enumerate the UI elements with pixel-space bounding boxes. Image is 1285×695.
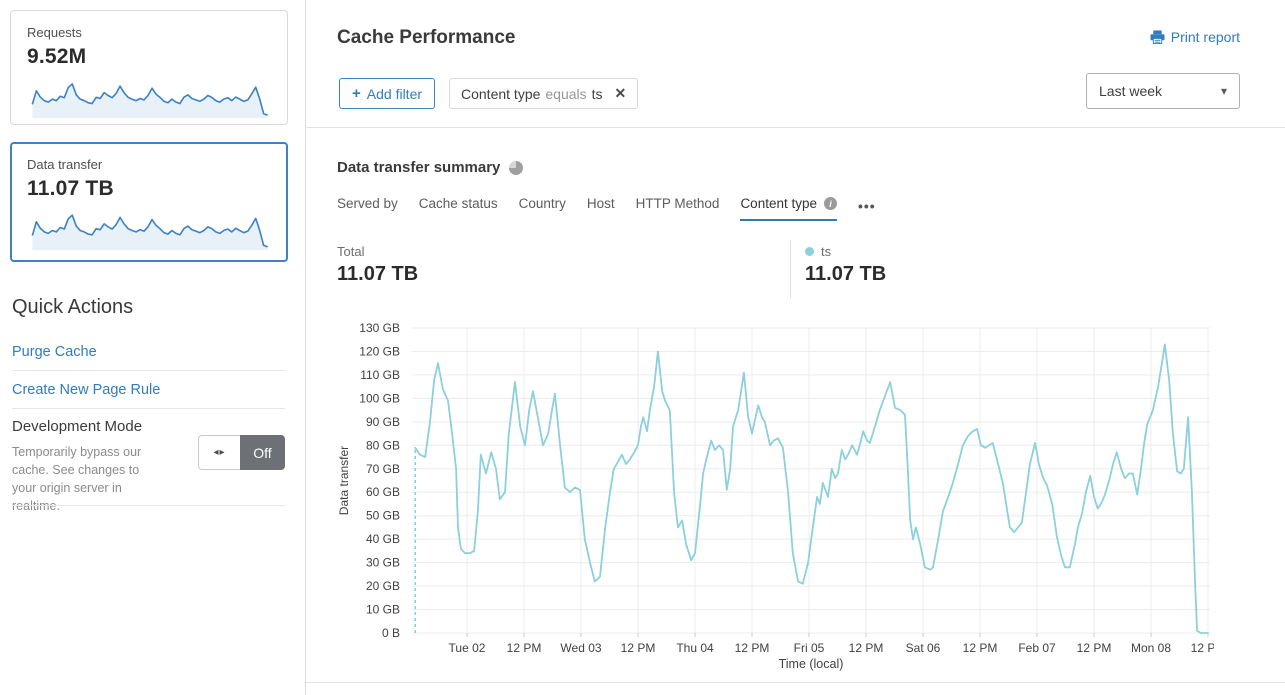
svg-text:70 GB: 70 GB	[366, 462, 400, 476]
divider	[12, 408, 285, 409]
svg-text:40 GB: 40 GB	[366, 532, 400, 546]
svg-text:110 GB: 110 GB	[360, 368, 400, 382]
data-transfer-line-chart[interactable]: 130 GB 120 GB 110 GB 100 GB 90 GB 80 GB 70 GB 6…	[322, 316, 1214, 672]
filter-value: ts	[591, 85, 603, 102]
svg-text:60 GB: 60 GB	[366, 485, 400, 499]
svg-text:Time (local): Time (local)	[779, 657, 844, 671]
tab-host[interactable]: Host	[586, 196, 615, 211]
requests-metric-card[interactable]: Requests 9.52M	[10, 10, 288, 125]
development-mode-title: Development Mode	[12, 418, 143, 435]
requests-sparkline-chart	[31, 83, 268, 119]
svg-text:12 PM: 12 PM	[735, 641, 770, 655]
create-page-rule-link[interactable]: Create New Page Rule	[12, 382, 161, 398]
svg-text:Fri 05: Fri 05	[794, 641, 825, 655]
quick-actions-heading: Quick Actions	[12, 296, 134, 318]
divider	[306, 682, 1285, 683]
toggle-arrows-icon[interactable]: ◂▸	[198, 435, 240, 470]
divider	[12, 505, 285, 506]
printer-icon	[1150, 30, 1165, 44]
data-transfer-label: Data transfer	[27, 157, 103, 172]
svg-text:0 B: 0 B	[382, 626, 400, 640]
analytics-sidebar: Requests 9.52M Data transfer 11.07 TB Qu…	[0, 0, 306, 695]
section-heading: Data transfer summary	[337, 159, 524, 176]
filter-chip-content-type[interactable]: Content type equals ts ✕	[449, 78, 639, 109]
main-content: Cache Performance Print report + Add fil…	[306, 0, 1285, 695]
svg-text:Data transfer: Data transfer	[337, 446, 351, 515]
data-transfer-value: 11.07 TB	[27, 177, 114, 200]
svg-text:Sat 06: Sat 06	[906, 641, 941, 655]
svg-text:90 GB: 90 GB	[366, 415, 400, 429]
svg-text:12 PM: 12 PM	[1077, 641, 1112, 655]
svg-text:Tue 02: Tue 02	[449, 641, 486, 655]
tab-content-type[interactable]: Content type i	[740, 196, 837, 221]
svg-text:Feb 07: Feb 07	[1018, 641, 1056, 655]
divider	[790, 240, 791, 298]
tab-content-type-label: Content type	[740, 196, 817, 211]
svg-text:12 PM: 12 PM	[621, 641, 656, 655]
add-filter-button[interactable]: + Add filter	[339, 78, 436, 109]
add-filter-label: Add filter	[366, 85, 423, 102]
svg-text:100 GB: 100 GB	[359, 391, 400, 405]
tab-country[interactable]: Country	[518, 196, 566, 211]
legend-value: 11.07 TB	[805, 263, 887, 285]
remove-filter-icon[interactable]: ✕	[614, 85, 627, 101]
legend-label: ts	[821, 244, 832, 259]
svg-text:12 PM: 12 PM	[849, 641, 884, 655]
svg-text:20 GB: 20 GB	[366, 579, 400, 593]
svg-text:Mon 08: Mon 08	[1131, 641, 1171, 655]
time-range-select[interactable]: Last week ▾	[1086, 73, 1240, 109]
development-mode-description: Temporarily bypass our cache. See change…	[12, 445, 142, 514]
development-mode-toggle[interactable]: ◂▸ Off	[198, 435, 285, 470]
data-transfer-sparkline-chart	[31, 214, 268, 251]
tab-cache-status[interactable]: Cache status	[418, 196, 498, 211]
svg-text:12 PM: 12 PM	[963, 641, 998, 655]
more-options-icon[interactable]: •••	[858, 198, 876, 214]
total-value: 11.07 TB	[337, 263, 419, 285]
tab-http-method[interactable]: HTTP Method	[635, 196, 720, 211]
chevron-down-icon: ▾	[1220, 84, 1227, 98]
svg-text:12 PM: 12 PM	[1191, 641, 1214, 655]
info-icon[interactable]: i	[824, 197, 837, 210]
print-report-link[interactable]: Print report	[1150, 29, 1240, 45]
filter-operator: equals	[545, 85, 587, 102]
print-report-label: Print report	[1170, 29, 1240, 45]
svg-text:Wed 03: Wed 03	[560, 641, 601, 655]
svg-text:10 GB: 10 GB	[366, 603, 400, 617]
svg-text:130 GB: 130 GB	[359, 321, 400, 335]
svg-text:50 GB: 50 GB	[366, 509, 400, 523]
data-transfer-summary-title: Data transfer summary	[337, 159, 501, 176]
divider	[12, 370, 285, 371]
page-title: Cache Performance	[337, 27, 516, 48]
page-header: Cache Performance Print report + Add fil…	[306, 0, 1285, 128]
toggle-state-off[interactable]: Off	[240, 435, 285, 470]
svg-text:80 GB: 80 GB	[366, 438, 400, 452]
requests-value: 9.52M	[27, 45, 87, 68]
total-label: Total	[337, 244, 365, 259]
data-transfer-metric-card[interactable]: Data transfer 11.07 TB	[10, 142, 288, 262]
legend-dot-icon	[805, 247, 814, 256]
svg-text:Thu 04: Thu 04	[676, 641, 714, 655]
filter-field: Content type	[461, 85, 541, 102]
pie-chart-icon	[509, 160, 524, 175]
legend-item-ts[interactable]: ts	[805, 244, 831, 259]
requests-label: Requests	[27, 25, 82, 40]
time-range-value: Last week	[1099, 83, 1163, 99]
svg-text:12 PM: 12 PM	[507, 641, 542, 655]
plus-icon: +	[352, 85, 361, 102]
purge-cache-link[interactable]: Purge Cache	[12, 344, 97, 360]
tab-served-by[interactable]: Served by	[337, 196, 398, 211]
dimension-tabs: Served by Cache status Country Host HTTP…	[337, 196, 876, 221]
svg-text:30 GB: 30 GB	[366, 556, 400, 570]
svg-text:120 GB: 120 GB	[359, 344, 400, 358]
